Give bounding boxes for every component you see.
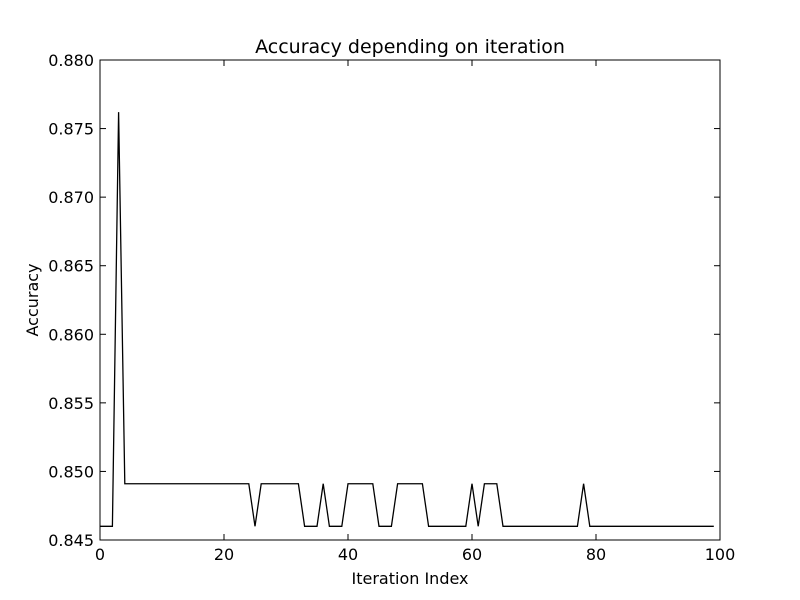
y-tick-label: 0.875 bbox=[48, 120, 94, 139]
y-axis-label: Accuracy bbox=[23, 263, 42, 336]
y-tick-label: 0.845 bbox=[48, 531, 94, 550]
x-tick-label: 100 bbox=[705, 545, 736, 564]
plot-frame bbox=[99, 59, 721, 541]
x-tick-label: 20 bbox=[214, 545, 234, 564]
y-tick-label: 0.860 bbox=[48, 325, 94, 344]
x-axis-label: Iteration Index bbox=[352, 569, 469, 588]
x-tick-label: 60 bbox=[462, 545, 482, 564]
axis-ticks: 0 20 40 60 80 100 0.845 0.850 0.855 0.860 0.865 0.8… bbox=[48, 51, 735, 564]
y-tick-label: 0.850 bbox=[48, 462, 94, 481]
y-tick-label: 0.880 bbox=[48, 51, 94, 70]
x-tick-label: 40 bbox=[338, 545, 358, 564]
series-line-accuracy bbox=[100, 112, 714, 527]
y-tick-label: 0.870 bbox=[48, 188, 94, 207]
y-tick-label: 0.855 bbox=[48, 394, 94, 413]
x-tick-label: 80 bbox=[586, 545, 606, 564]
y-tick-label: 0.865 bbox=[48, 257, 94, 276]
x-tick-label: 0 bbox=[95, 545, 105, 564]
chart-title: Accuracy depending on iteration bbox=[255, 36, 565, 58]
